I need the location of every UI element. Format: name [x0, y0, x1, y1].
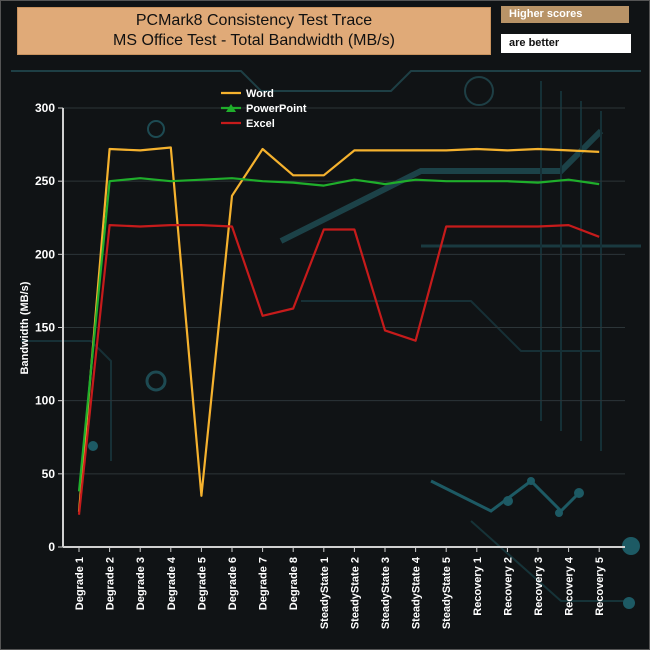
x-tick-label: Degrade 2 [105, 557, 117, 610]
x-tick-label: Recovery 5 [594, 557, 606, 616]
x-tick-label: Degrade 5 [196, 557, 208, 610]
x-tick-label: Degrade 3 [135, 557, 147, 610]
legend-label: Excel [246, 118, 275, 130]
x-tick-label: Recovery 4 [564, 556, 576, 616]
x-tick-label: SteadyState 5 [441, 557, 453, 629]
are-better-label: are better [501, 34, 631, 53]
x-tick-label: Degrade 1 [74, 557, 86, 610]
legend-label: PowerPoint [246, 103, 307, 115]
y-tick-label: 300 [35, 101, 55, 115]
y-tick-label: 150 [35, 321, 55, 335]
x-tick-label: Degrade 7 [258, 557, 270, 610]
x-tick-label: Recovery 3 [533, 557, 545, 616]
y-tick-label: 50 [42, 467, 56, 481]
series-word-line [77, 146, 600, 512]
x-tick-label: Recovery 2 [502, 557, 514, 616]
legend-label: Word [246, 88, 274, 100]
x-tick-label: SteadyState 4 [411, 556, 423, 629]
chart-axes [58, 107, 625, 552]
higher-scores-label: Higher scores [501, 6, 629, 23]
x-tick-label: SteadyState 2 [349, 557, 361, 629]
background-circuit-decoration [11, 70, 641, 609]
title-line-1: PCMark8 Consistency Test Trace [135, 12, 373, 29]
legend: Word PowerPoint Excel [221, 88, 307, 130]
y-tick-label: 100 [35, 394, 55, 408]
y-tick-labels: 0 50 100 150 200 250 300 [35, 101, 55, 554]
series-powerpoint-line [77, 177, 600, 492]
x-tick-labels: Degrade 1 Degrade 2 Degrade 3 Degrade 4 Degr… [74, 556, 606, 629]
y-tick-label: 0 [48, 540, 55, 554]
series-excel-line [77, 224, 600, 515]
x-tick-label: Recovery 1 [472, 557, 484, 616]
series-lines [77, 146, 600, 515]
x-tick-label: Degrade 8 [288, 557, 300, 610]
x-tick-label: SteadyState 1 [319, 557, 331, 629]
x-tick-label: Degrade 4 [166, 556, 178, 610]
x-tick-label: SteadyState 3 [380, 557, 392, 629]
y-tick-label: 250 [35, 174, 55, 188]
y-tick-label: 200 [35, 247, 55, 261]
legend-marker [226, 104, 236, 112]
chart-title-box: PCMark8 Consistency Test Trace MS Office… [17, 7, 491, 55]
y-axis-label: Bandwidth (MB/s) [19, 281, 31, 374]
x-tick-label: Degrade 6 [227, 557, 239, 610]
title-line-2: MS Office Test - Total Bandwidth (MB/s) [113, 32, 395, 49]
